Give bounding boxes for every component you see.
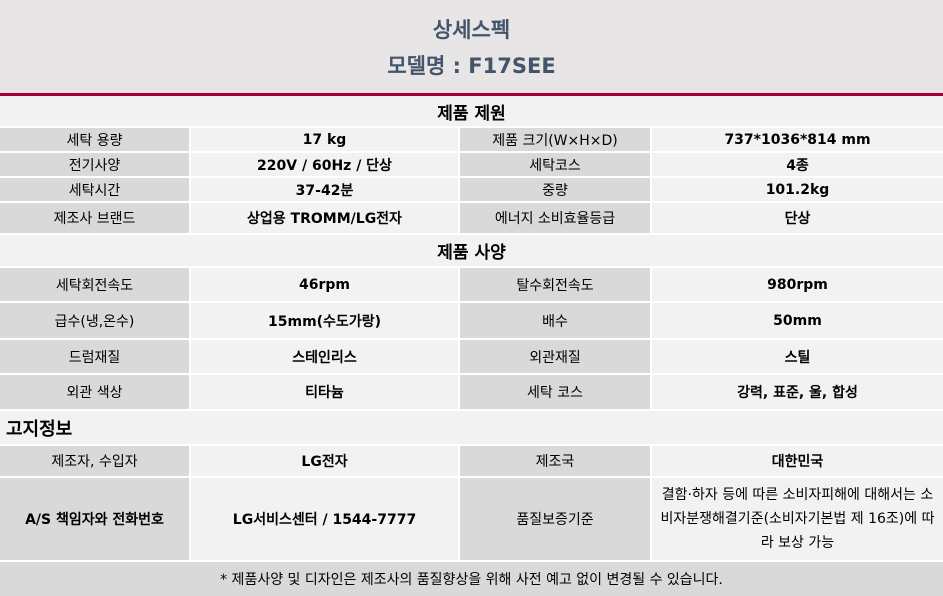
spec-value: 티타늄: [191, 375, 460, 409]
spec-value: 17 kg: [191, 128, 460, 151]
spec-value: 4종: [652, 153, 943, 176]
specs-table: 세탁회전속도 46rpm 탈수회전속도 980rpm 급수(냉,온수) 15mm(수도가랑…: [0, 266, 943, 411]
spec-value: 강력, 표준, 울, 합성: [652, 375, 943, 409]
spec-value: 220V / 60Hz / 단상: [191, 153, 460, 176]
table-row: 전기사양 220V / 60Hz / 단상 세탁코스 4종: [0, 153, 943, 176]
spec-value: 상업용 TROMM/LG전자: [191, 203, 460, 233]
spec-label: 제조자, 수입자: [0, 446, 191, 476]
notice-table: 제조자, 수입자 LG전자 제조국 대한민국 A/S 책임자와 전화번호 LG서비스센터 …: [0, 444, 943, 562]
spec-value: 737*1036*814 mm: [652, 128, 943, 151]
spec-value: 대한민국: [652, 446, 943, 476]
spec-label: 세탁코스: [460, 153, 652, 176]
spec-value: 37-42분: [191, 178, 460, 201]
footer-note: * 제품사양 및 디자인은 제조사의 품질향상을 위해 사전 예고 없이 변경될…: [0, 562, 943, 596]
spec-value: 스틸: [652, 340, 943, 373]
spec-value: 980rpm: [652, 268, 943, 301]
spec-label: 에너지 소비효율등급: [460, 203, 652, 233]
table-row: 드럼재질 스테인리스 외관재질 스틸: [0, 340, 943, 373]
table-row: 세탁 용량 17 kg 제품 크기(W×H×D) 737*1036*814 mm: [0, 128, 943, 151]
spec-label: 제조국: [460, 446, 652, 476]
spec-label: 급수(냉,온수): [0, 303, 191, 338]
spec-value: LG서비스센터 / 1544-7777: [191, 478, 460, 560]
spec-value: 스테인리스: [191, 340, 460, 373]
spec-label: 외관재질: [460, 340, 652, 373]
table-row: 세탁시간 37-42분 중량 101.2kg: [0, 178, 943, 201]
section-title-specs: 제품 사양: [0, 235, 943, 266]
accent-divider: [0, 93, 943, 96]
section-title-notice: 고지정보: [0, 411, 943, 444]
spec-label: 세탁회전속도: [0, 268, 191, 301]
spec-label: 중량: [460, 178, 652, 201]
spec-label: 외관 색상: [0, 375, 191, 409]
spec-value: 46rpm: [191, 268, 460, 301]
dimensions-table: 세탁 용량 17 kg 제품 크기(W×H×D) 737*1036*814 mm 전기사…: [0, 126, 943, 235]
spec-label: 탈수회전속도: [460, 268, 652, 301]
spec-value: 단상: [652, 203, 943, 233]
spec-label: 품질보증기준: [460, 478, 652, 560]
spec-value: 50mm: [652, 303, 943, 338]
table-row: A/S 책임자와 전화번호 LG서비스센터 / 1544-7777 품질보증기준 결함…: [0, 478, 943, 560]
spec-label: 제조사 브랜드: [0, 203, 191, 233]
spec-label: 세탁 코스: [460, 375, 652, 409]
spec-label: 세탁시간: [0, 178, 191, 201]
page-title: 상세스펙: [432, 17, 511, 42]
model-name: 모델명 : F17SEE: [387, 53, 556, 78]
table-row: 급수(냉,온수) 15mm(수도가랑) 배수 50mm: [0, 303, 943, 338]
spec-label: 세탁 용량: [0, 128, 191, 151]
table-row: 외관 색상 티타늄 세탁 코스 강력, 표준, 울, 합성: [0, 375, 943, 409]
spec-label: A/S 책임자와 전화번호: [0, 478, 191, 560]
table-row: 세탁회전속도 46rpm 탈수회전속도 980rpm: [0, 268, 943, 301]
spec-label: 배수: [460, 303, 652, 338]
table-row: 제조사 브랜드 상업용 TROMM/LG전자 에너지 소비효율등급 단상: [0, 203, 943, 233]
spec-label: 제품 크기(W×H×D): [460, 128, 652, 151]
spec-value: 101.2kg: [652, 178, 943, 201]
page-header: 상세스펙 모델명 : F17SEE: [0, 0, 943, 93]
section-title-dimensions: 제품 제원: [0, 96, 943, 126]
spec-value: LG전자: [191, 446, 460, 476]
table-row: 제조자, 수입자 LG전자 제조국 대한민국: [0, 446, 943, 476]
spec-label: 드럼재질: [0, 340, 191, 373]
spec-value: 15mm(수도가랑): [191, 303, 460, 338]
spec-label: 전기사양: [0, 153, 191, 176]
spec-value: 결함·하자 등에 따른 소비자피해에 대해서는 소비자분쟁해결기준(소비자기본법…: [652, 478, 943, 560]
